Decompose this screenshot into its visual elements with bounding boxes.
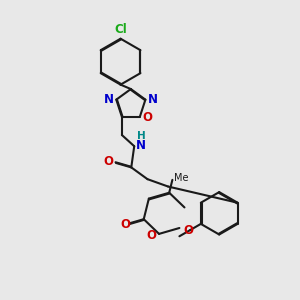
Text: Cl: Cl [114, 23, 127, 36]
Text: O: O [142, 111, 152, 124]
Text: Me: Me [174, 173, 188, 183]
Text: H: H [137, 131, 146, 142]
Text: N: N [104, 92, 114, 106]
Text: O: O [103, 155, 114, 168]
Text: N: N [148, 92, 158, 106]
Text: O: O [184, 224, 194, 238]
Text: O: O [146, 229, 156, 242]
Text: O: O [121, 218, 130, 231]
Text: N: N [135, 139, 146, 152]
